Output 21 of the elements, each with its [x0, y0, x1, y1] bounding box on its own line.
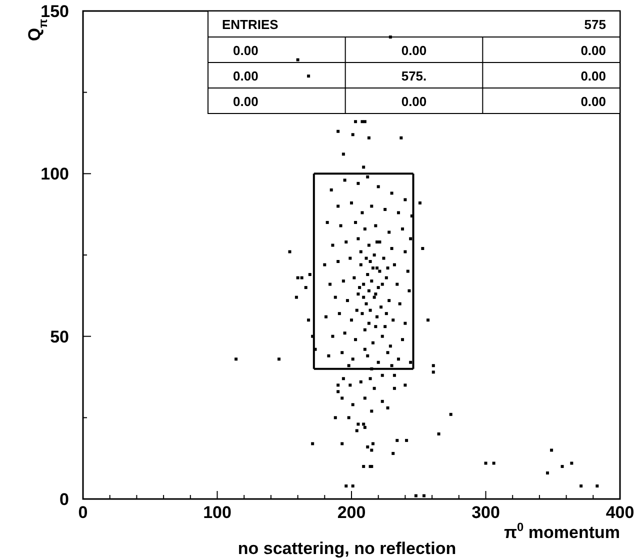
annotation: 575 [584, 17, 606, 32]
y-tick-label: 100 [40, 164, 69, 184]
text: no scattering, no reflection [238, 539, 456, 558]
x-tick-label: 400 [606, 503, 634, 522]
x-axis-title: π$^{0}$ momentum [504, 520, 620, 542]
annotation: 0.00 [233, 43, 258, 58]
annotation: 0.00 [580, 43, 606, 58]
x-tick-label: 100 [203, 503, 232, 522]
annotation: ENTRIES [222, 17, 279, 32]
annotation: 0.00 [401, 43, 427, 58]
x-tick-label: 300 [472, 503, 500, 522]
x-tick-label: 0 [78, 503, 88, 522]
annotation: 0.00 [233, 94, 258, 109]
annotation: 0.00 [580, 68, 606, 84]
x-tick-label: 200 [337, 503, 366, 522]
annotation: 575. [401, 68, 427, 84]
y-tick-label: 0 [60, 490, 69, 509]
annotation: 0.00 [233, 68, 258, 84]
annotation: 0.00 [580, 94, 606, 109]
annotation: 0.00 [401, 94, 427, 109]
y-tick-label: 50 [50, 327, 69, 346]
